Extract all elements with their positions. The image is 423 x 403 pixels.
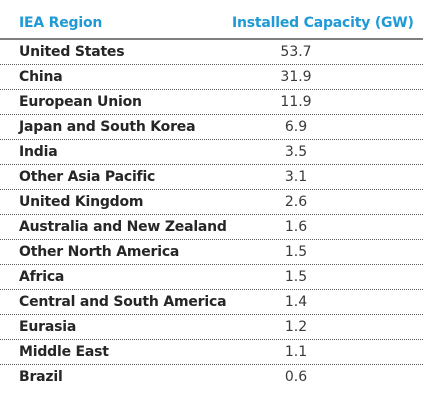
region-cell: Other North America: [19, 244, 180, 260]
region-cell: Eurasia: [19, 319, 77, 335]
table-row: China 31.9: [0, 65, 423, 90]
table-header-row: IEA Region Installed Capacity (GW): [0, 0, 423, 40]
region-cell: Brazil: [19, 369, 63, 385]
region-cell: India: [19, 144, 58, 160]
capacity-cell: 1.4: [284, 294, 308, 310]
region-cell: China: [19, 69, 63, 85]
table-row: Brazil 0.6: [0, 365, 423, 390]
table-row: United States 53.7: [0, 40, 423, 65]
table-row: Australia and New Zealand 1.6: [0, 215, 423, 240]
table-row: United Kingdom 2.6: [0, 190, 423, 215]
table-row: Africa 1.5: [0, 265, 423, 290]
region-cell: Middle East: [19, 344, 109, 360]
region-cell: Africa: [19, 269, 65, 285]
region-cell: Japan and South Korea: [19, 119, 196, 135]
table-row: Middle East 1.1: [0, 340, 423, 365]
capacity-cell: 1.6: [284, 219, 308, 235]
column-header-capacity: Installed Capacity (GW): [232, 15, 414, 31]
capacity-cell: 6.9: [284, 119, 308, 135]
table-row: Eurasia 1.2: [0, 315, 423, 340]
region-cell: European Union: [19, 94, 142, 110]
capacity-cell: 3.5: [284, 144, 308, 160]
region-cell: United Kingdom: [19, 194, 144, 210]
capacity-cell: 2.6: [284, 194, 308, 210]
table-row: Other North America 1.5: [0, 240, 423, 265]
table-body: United States 53.7 China 31.9 European Union…: [0, 40, 423, 390]
capacity-cell: 11.9: [280, 94, 312, 110]
region-cell: Other Asia Pacific: [19, 169, 156, 185]
region-cell: Central and South America: [19, 294, 227, 310]
capacity-cell: 0.6: [284, 369, 308, 385]
region-cell: Australia and New Zealand: [19, 219, 227, 235]
table-row: Japan and South Korea 6.9: [0, 115, 423, 140]
table-row: India 3.5: [0, 140, 423, 165]
capacity-cell: 1.1: [284, 344, 308, 360]
column-header-region: IEA Region: [19, 15, 103, 31]
capacity-cell: 53.7: [280, 44, 312, 60]
capacity-cell: 3.1: [284, 169, 308, 185]
table-row: Central and South America 1.4: [0, 290, 423, 315]
capacity-cell: 1.5: [284, 244, 308, 260]
capacity-cell: 31.9: [280, 69, 312, 85]
region-cell: United States: [19, 44, 125, 60]
table-row: European Union 11.9: [0, 90, 423, 115]
capacity-cell: 1.2: [284, 319, 308, 335]
capacity-cell: 1.5: [284, 269, 308, 285]
table-row: Other Asia Pacific 3.1: [0, 165, 423, 190]
